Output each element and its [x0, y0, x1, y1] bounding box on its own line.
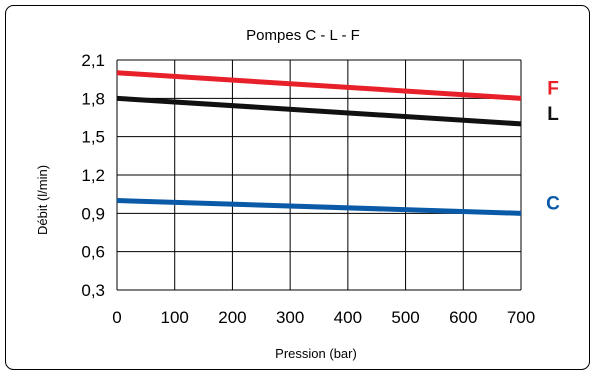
y-axis-label: Débit (l/min) [35, 165, 50, 235]
series-line-f [116, 70, 522, 101]
series-label-f: F [547, 78, 559, 99]
x-tick-label: 500 [391, 308, 419, 327]
series-line-l [116, 95, 522, 127]
x-tick-label: 100 [161, 308, 189, 327]
y-tick-labels: 0,3 0,6 0,9 1,2 1,5 1,8 2,1 [81, 51, 105, 300]
x-tick-label: 200 [218, 308, 246, 327]
series-label-c: C [546, 193, 560, 214]
x-tick-label: 300 [276, 308, 304, 327]
x-axis-label: Pression (bar) [275, 346, 357, 361]
series-line-c [116, 198, 522, 216]
y-tick-label: 0,3 [81, 281, 105, 300]
y-tick-label: 1,8 [81, 89, 105, 108]
x-tick-labels: 0 100 200 300 400 500 600 700 [112, 308, 535, 327]
series-lines [116, 70, 522, 216]
y-tick-label: 0,6 [81, 243, 105, 262]
chart-title: Pompes C - L - F [246, 27, 360, 44]
series-labels: FL C [546, 78, 560, 214]
x-tick-label: 600 [449, 308, 477, 327]
x-tick-label: 400 [334, 308, 362, 327]
y-tick-label: 1,5 [81, 128, 105, 147]
x-tick-label: 0 [112, 308, 121, 327]
chart-frame [5, 5, 590, 370]
y-tick-label: 1,2 [81, 166, 105, 185]
x-tick-label: 700 [507, 308, 535, 327]
series-label-l: L [547, 104, 559, 125]
y-tick-label: 0,9 [81, 204, 105, 223]
y-tick-label: 2,1 [81, 51, 105, 70]
